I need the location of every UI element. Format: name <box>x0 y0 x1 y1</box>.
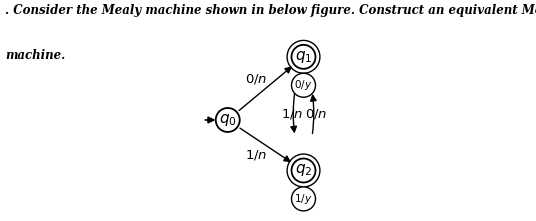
Circle shape <box>292 73 316 97</box>
Text: $0/y$: $0/y$ <box>294 78 312 92</box>
Circle shape <box>215 108 240 132</box>
Circle shape <box>292 45 316 69</box>
Text: machine.: machine. <box>5 49 65 62</box>
Circle shape <box>292 158 316 183</box>
Text: $1/y$: $1/y$ <box>294 192 312 206</box>
Text: $0/n$: $0/n$ <box>305 107 327 121</box>
Text: $q_1$: $q_1$ <box>295 49 312 65</box>
Text: . Consider the Mealy machine shown in below figure. Construct an equivalent Moor: . Consider the Mealy machine shown in be… <box>5 4 536 17</box>
Text: $1/n$: $1/n$ <box>281 107 304 121</box>
Circle shape <box>292 187 316 211</box>
Text: $0/n$: $0/n$ <box>245 72 267 86</box>
Text: $q_0$: $q_0$ <box>219 112 236 128</box>
Text: $1/n$: $1/n$ <box>245 148 267 162</box>
Text: $q_2$: $q_2$ <box>295 162 312 179</box>
